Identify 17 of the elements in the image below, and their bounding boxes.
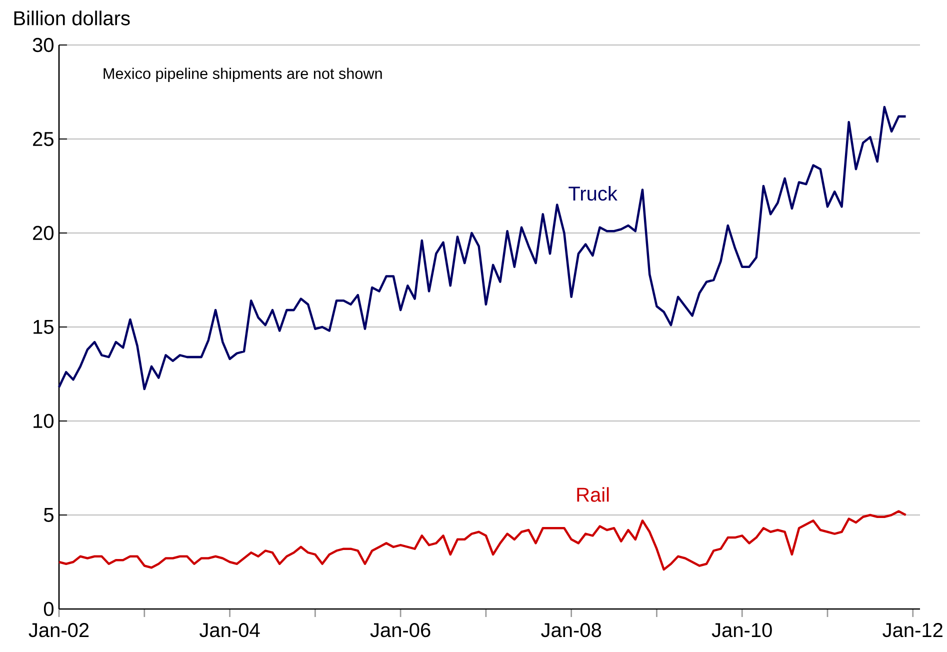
y-tick-label: 10	[34, 414, 54, 428]
y-tick-label: 20	[33, 226, 54, 240]
series-label: Truck	[568, 186, 618, 201]
x-tick-label: Jan-08	[541, 623, 602, 638]
annotation: Mexico pipeline shipments are not shown	[104, 68, 382, 82]
x-tick-label: Jan-02	[28, 623, 89, 638]
y-tick-label: 15	[34, 320, 54, 334]
y-tick-label: 25	[33, 132, 54, 146]
series-label: Rail	[577, 487, 609, 502]
x-tick-label: Jan-06	[370, 623, 430, 638]
x-tick-label: Jan-10	[712, 623, 772, 638]
y-tick-label: 30	[32, 38, 54, 52]
y-tick-label: 0	[44, 602, 54, 616]
x-tick-label: Jan-12	[882, 623, 942, 638]
y-axis-title: Billion dollars	[14, 10, 130, 26]
x-tick-label: Jan-04	[200, 623, 260, 638]
y-tick-label: 5	[44, 508, 54, 522]
